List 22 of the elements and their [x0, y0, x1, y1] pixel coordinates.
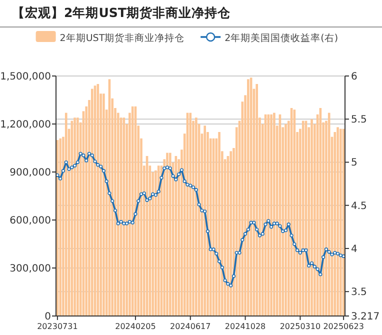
legend-label: 2年期美国国债收益率(右) — [224, 32, 338, 44]
y2-tick-label: 4.5 — [351, 200, 367, 212]
x-tick-label: 20250310 — [280, 322, 321, 331]
y2-tick-label: 5.5 — [351, 114, 367, 126]
y2-tick-label: 3.5 — [351, 287, 367, 298]
y2-tick-label: 5 — [351, 158, 358, 169]
x-tick-label: 20250623 — [323, 322, 364, 331]
x-tick-label: 20240617 — [170, 322, 211, 331]
y-tick-label: 900,000 — [10, 168, 51, 178]
y-tick-label: 1,200,000 — [0, 120, 51, 130]
y-tick-label: 600,000 — [10, 216, 51, 226]
x-tick-label: 20241028 — [224, 322, 266, 331]
y-tick-label: 300,000 — [10, 264, 51, 274]
y-tick-label: 0 — [44, 312, 51, 322]
y-tick-label: 1,500,000 — [0, 72, 51, 82]
legend-label: 2年期UST期货非商业净持仓 — [60, 32, 185, 44]
y2-tick-label: 3.217 — [351, 312, 380, 322]
x-tick-label: 20230731 — [37, 322, 78, 331]
y2-tick-label: 4 — [351, 244, 358, 255]
chart-title: 【宏观】2年期UST期货非商业净持仓 — [12, 5, 232, 20]
y2-tick-label: 6 — [351, 72, 358, 82]
x-tick-label: 20240205 — [115, 322, 156, 331]
